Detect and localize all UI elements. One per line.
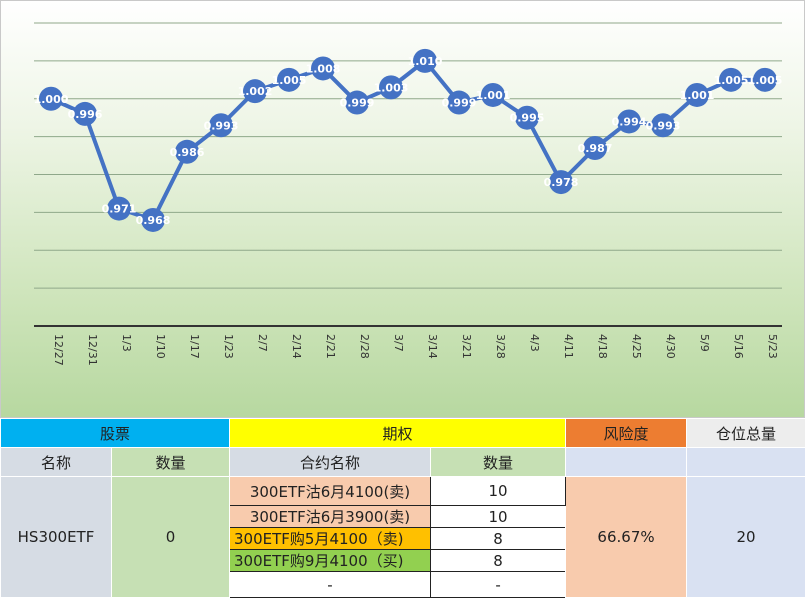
option-name-cell: 300ETF沽6月3900(卖) — [229, 505, 432, 528]
x-tick-label: 1/17 — [188, 334, 201, 359]
data-point — [209, 113, 233, 138]
data-point — [345, 90, 369, 115]
data-point — [277, 67, 301, 92]
data-label: 1.001 — [476, 89, 511, 102]
data-label: 0.993 — [204, 119, 239, 132]
data-label: 0.968 — [136, 214, 171, 227]
x-tick-label: 12/31 — [86, 334, 99, 366]
subheader-stock-name: 名称 — [0, 447, 112, 477]
option-name-cell: 300ETF购9月4100（买) — [229, 549, 432, 572]
line-chart: 1.0000.9960.9710.9680.9860.9931.0021.005… — [34, 22, 783, 366]
option-qty-cell: 10 — [430, 476, 567, 506]
data-point — [447, 90, 471, 115]
data-point — [73, 101, 97, 126]
data-label: 0.995 — [510, 112, 545, 125]
data-point — [515, 105, 539, 130]
data-label: 0.971 — [102, 203, 137, 216]
data-point — [651, 113, 675, 138]
data-label: 0.996 — [68, 108, 103, 121]
data-label: 1.010 — [408, 55, 443, 68]
x-tick-label: 2/7 — [256, 334, 269, 352]
data-label: 1.005 — [748, 74, 783, 87]
risk-value-cell: 66.67% — [565, 476, 688, 598]
data-label: 0.999 — [340, 97, 375, 110]
data-label: 0.999 — [442, 97, 477, 110]
option-qty-cell: 8 — [430, 549, 567, 572]
data-point — [481, 82, 505, 107]
data-label: 1.008 — [306, 62, 341, 75]
x-tick-label: 1/3 — [120, 334, 133, 352]
stock-name-cell: HS300ETF — [0, 476, 112, 598]
subheader-contract-name: 合约名称 — [229, 447, 432, 477]
chart-area: 1.000 0.996 0.971 0.968 0.986 0.993 1.002 1.005… — [0, 0, 805, 418]
data-point — [583, 135, 607, 160]
x-tick-label: 4/3 — [528, 334, 541, 352]
option-name-cell: 300ETF沽6月4100(卖) — [229, 476, 432, 506]
stock-qty-cell: 0 — [110, 476, 231, 598]
position-table: 股票 期权 风险度 仓位总量 名称 数量 合约名称 数量 HS300ETF 0 … — [0, 418, 805, 598]
data-point — [617, 109, 641, 134]
data-label: 0.986 — [170, 146, 205, 159]
data-point — [107, 196, 131, 221]
data-label: 0.993 — [646, 119, 681, 132]
option-qty-cell: 8 — [430, 527, 567, 550]
data-point — [243, 79, 267, 104]
data-point — [719, 67, 743, 92]
data-label: 1.001 — [680, 89, 715, 102]
x-tick-label: 2/28 — [358, 334, 371, 359]
x-tick-label: 2/14 — [290, 334, 303, 359]
option-name-cell: 300ETF购5月4100（卖) — [229, 527, 432, 550]
header-position-total: 仓位总量 — [686, 418, 805, 448]
data-label: 0.987 — [578, 142, 613, 155]
data-point — [549, 170, 573, 195]
x-tick-label: 3/14 — [426, 334, 439, 359]
x-tick-label: 4/30 — [664, 334, 677, 359]
x-tick-label: 4/11 — [562, 334, 575, 359]
data-label: 0.978 — [544, 176, 579, 189]
subheader-contract-qty: 数量 — [430, 447, 567, 477]
data-label: 1.005 — [272, 74, 307, 87]
data-point — [753, 67, 777, 92]
x-tick-label: 5/9 — [698, 334, 711, 352]
x-tick-label: 4/18 — [596, 334, 609, 359]
series-line — [50, 58, 765, 222]
data-point — [39, 86, 63, 111]
data-point — [311, 56, 335, 81]
subheader-position-empty — [686, 447, 805, 477]
header-options: 期权 — [229, 418, 567, 448]
x-tick-label: 4/25 — [630, 334, 643, 359]
data-point — [175, 139, 199, 164]
data-point — [141, 207, 165, 232]
data-point — [685, 82, 709, 107]
x-tick-label: 3/21 — [460, 334, 473, 359]
subheader-risk-empty — [565, 447, 688, 477]
header-risk: 风险度 — [565, 418, 688, 448]
data-label: 1.003 — [374, 81, 409, 94]
x-tick-label: 3/28 — [494, 334, 507, 359]
subheader-stock-qty: 数量 — [110, 447, 231, 477]
option-name-cell: - — [229, 571, 432, 598]
x-tick-label: 1/23 — [222, 334, 235, 359]
option-qty-cell: - — [430, 571, 567, 598]
x-tick-label: 5/23 — [766, 334, 779, 359]
x-tick-label: 1/10 — [154, 334, 167, 359]
x-tick-label: 5/16 — [732, 334, 745, 359]
data-label: 1.000 — [34, 93, 69, 106]
option-qty-cell: 10 — [430, 505, 567, 528]
header-stock: 股票 — [0, 418, 231, 448]
data-label: 1.005 — [714, 74, 749, 87]
position-total-cell: 20 — [686, 476, 805, 598]
x-tick-label: 3/7 — [392, 334, 405, 352]
data-point — [379, 75, 403, 100]
data-label: 0.994 — [612, 115, 647, 128]
x-tick-label: 12/27 — [52, 334, 65, 366]
data-point — [413, 48, 437, 73]
x-tick-label: 2/21 — [324, 334, 337, 359]
data-label: 1.002 — [238, 85, 273, 98]
